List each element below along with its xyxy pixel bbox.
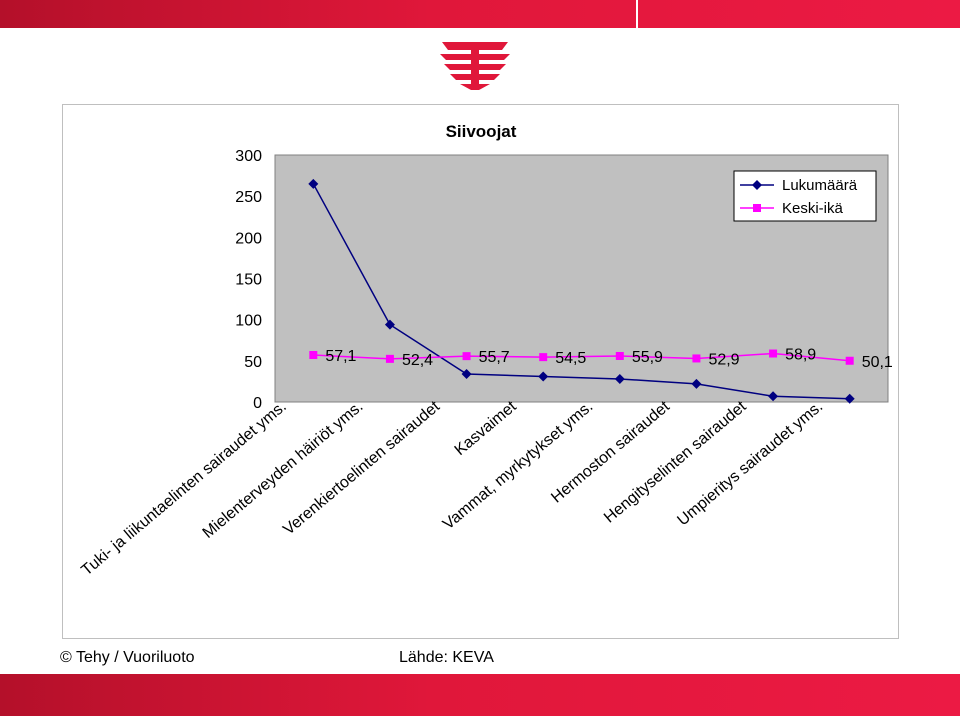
data-point-marker: [844, 393, 855, 404]
x-tick-label: Hengityselinten sairaudet: [601, 398, 750, 527]
data-point-marker: [615, 351, 624, 360]
data-point-marker: [845, 356, 854, 365]
chart-title: Siivoojat: [446, 122, 517, 141]
data-point-marker: [614, 373, 625, 384]
series-line: [313, 352, 850, 362]
top-brand-band: [0, 0, 960, 28]
data-point-marker: [308, 178, 319, 189]
data-point-marker: [692, 354, 701, 363]
series-line: [312, 183, 850, 400]
x-tick-label: Umpieritys sairaudet yms.: [674, 398, 826, 529]
legend-box: [733, 170, 877, 222]
data-point-marker: [462, 352, 471, 361]
data-label: 52,4: [402, 352, 433, 369]
data-label: 57,1: [325, 348, 356, 365]
tehy-logo: [440, 42, 510, 90]
band-divider: [636, 0, 638, 28]
y-tick-label: 50: [244, 354, 262, 371]
data-point-marker: [309, 350, 318, 359]
data-point-marker: [691, 378, 702, 389]
legend-marker: [752, 180, 762, 190]
data-point-marker: [769, 349, 778, 358]
x-tick-label: Verenkiertoelinten sairaudet: [280, 398, 443, 539]
data-point-marker: [768, 391, 779, 402]
data-label: 55,9: [632, 349, 663, 366]
legend-label: Lukumäärä: [782, 177, 858, 194]
series-layer: 57,1 52,4 55,7 54,5 55,9 52,9 58,9 50,1: [308, 178, 893, 404]
bottom-brand-band: [0, 674, 960, 716]
data-point-marker: [384, 319, 395, 330]
data-point-marker: [538, 371, 549, 382]
source-text: Lähde: KEVA: [399, 649, 494, 666]
data-point-marker: [385, 354, 394, 363]
legend-marker: [753, 204, 761, 212]
y-tick-label: 150: [235, 272, 262, 289]
chart-frame: Siivoojat 0 50 100 150 200 250 300 Tuki- ja li…: [62, 104, 899, 639]
y-tick-label: 100: [235, 313, 262, 330]
y-tick-label: 250: [235, 189, 262, 206]
x-axis: Tuki- ja liikuntaelinten sairaudet yms.M…: [78, 398, 888, 579]
data-label: 52,9: [708, 351, 739, 368]
legend: Lukumäärä Keski-ikä: [733, 170, 877, 222]
copyright-text: © Tehy / Vuoriluoto: [60, 649, 195, 666]
data-label: 58,9: [785, 347, 816, 364]
data-point-marker: [539, 353, 548, 362]
legend-label: Keski-ikä: [782, 200, 844, 217]
line-chart: Siivoojat 0 50 100 150 200 250 300 Tuki- ja li…: [78, 122, 893, 579]
y-tick-label: 0: [253, 395, 262, 412]
x-tick-label: Vammat, myrkytykset yms.: [440, 398, 596, 533]
data-label: 54,5: [555, 350, 586, 367]
data-point-marker: [461, 369, 472, 380]
x-tick-label: Kasvaimet: [452, 398, 521, 459]
y-tick-label: 200: [235, 230, 262, 247]
x-tick-label: Mielenterveyden häiriöt yms.: [200, 398, 367, 542]
data-label: 50,1: [862, 354, 893, 371]
data-label: 55,7: [479, 349, 510, 366]
y-tick-label: 300: [235, 148, 262, 165]
y-axis: 0 50 100 150 200 250 300: [235, 148, 262, 412]
